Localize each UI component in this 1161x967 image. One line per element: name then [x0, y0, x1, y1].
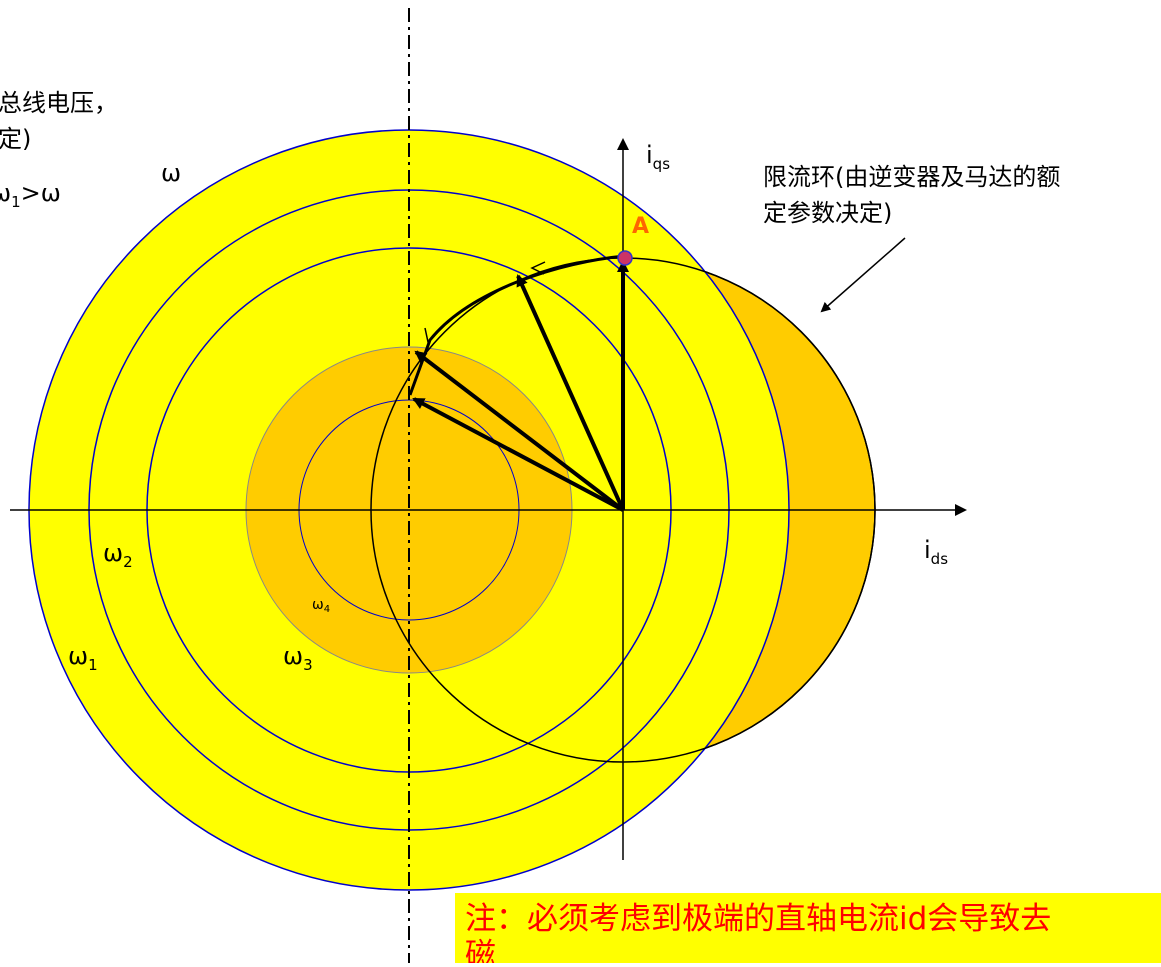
q-axis-label: iqs: [646, 141, 671, 173]
note-line-1: 注：必须考虑到极端的直轴电流id会导致去: [465, 901, 1052, 937]
trajectory-arrow-1: [530, 261, 546, 275]
trajectory-arc: [408, 254, 626, 396]
omega2-label: ω2: [103, 539, 133, 571]
demagnetization-note: 注：必须考虑到极端的直轴电流id会导致去 磁: [455, 893, 1161, 963]
omega4-label: ω4: [312, 597, 331, 615]
point-A-label: A: [632, 214, 650, 239]
current-limit-label-1: 限流环(由逆变器及马达的额: [763, 163, 1061, 191]
vector-3: [414, 350, 625, 512]
vector-2: [516, 274, 625, 511]
current-limit-label-2: 定参数决定): [763, 199, 893, 227]
top-left-text-2: 定): [0, 125, 32, 153]
top-left-text-3: ω1>ω: [0, 179, 61, 211]
vector-4: [412, 397, 624, 512]
omega1-label: ω1: [68, 642, 98, 674]
current-limit-pointer: [820, 237, 906, 313]
omega-label-top: ω: [161, 159, 182, 187]
note-line-2: 磁: [465, 937, 496, 963]
omega3-label: ω3: [283, 642, 313, 674]
point-A-marker: [617, 250, 633, 266]
top-left-text-1: 总线电压，: [0, 89, 118, 117]
d-axis-label: ids: [924, 536, 949, 568]
trajectory-arrow-2: [424, 327, 439, 344]
